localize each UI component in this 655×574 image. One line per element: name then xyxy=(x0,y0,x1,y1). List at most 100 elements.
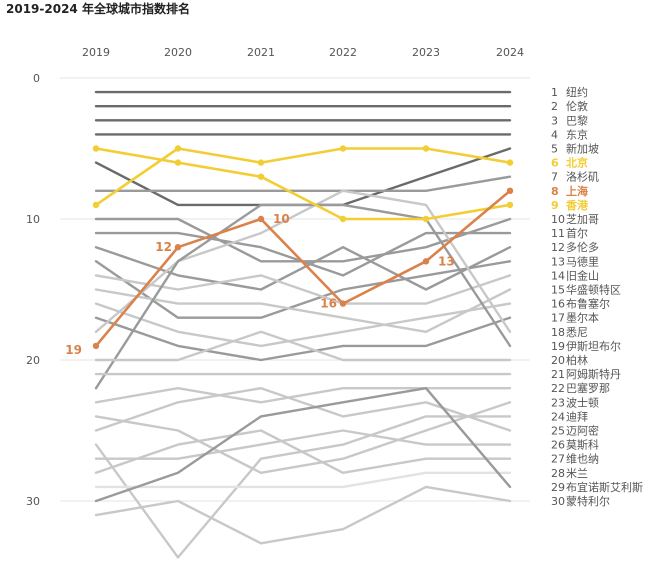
series-line-14 xyxy=(94,274,512,305)
x-axis-ticks: 2019 2020 2021 2022 2023 2024 xyxy=(82,46,524,59)
legend-rank: 12 xyxy=(551,241,565,254)
legend-rank: 13 xyxy=(551,255,565,268)
legend-rank: 21 xyxy=(551,368,565,381)
legend-city: 伊斯坦布尔 xyxy=(566,339,621,353)
legend-rank: 20 xyxy=(551,354,565,367)
x-tick-label: 2022 xyxy=(329,46,357,59)
legend-city: 洛杉矶 xyxy=(566,170,599,184)
series-point-9 xyxy=(174,145,182,152)
x-tick-label: 2021 xyxy=(247,46,275,59)
series-line-27 xyxy=(94,429,512,474)
legend-rank: 28 xyxy=(551,467,565,480)
legend-rank: 24 xyxy=(551,410,565,423)
legend-city: 伦敦 xyxy=(566,99,588,113)
series-line-28 xyxy=(94,471,512,489)
series-line-9 xyxy=(94,147,512,207)
legend-rank: 22 xyxy=(551,382,565,395)
legend-city: 迈阿密 xyxy=(566,424,599,438)
series-point-9 xyxy=(257,159,265,166)
series-line-19 xyxy=(94,203,512,390)
series-line-12 xyxy=(94,246,512,291)
series-point-9 xyxy=(506,159,514,166)
legend-city: 柏林 xyxy=(566,353,588,367)
series-line-8 xyxy=(94,189,512,348)
legend-rank: 5 xyxy=(551,143,558,156)
legend-rank: 30 xyxy=(551,495,565,508)
legend-city: 维也纳 xyxy=(566,453,599,466)
chart-title: 2019-2024 年全球城市指数排名 xyxy=(6,1,190,16)
series-line-25 xyxy=(94,387,512,432)
legend-rank: 17 xyxy=(551,312,565,325)
legend-rank: 27 xyxy=(551,453,565,466)
y-tick-label: 0 xyxy=(33,72,40,85)
legend-rank: 4 xyxy=(551,128,558,141)
legend-rank: 1 xyxy=(551,86,558,99)
series-point-8 xyxy=(257,215,265,223)
series-line-30 xyxy=(94,485,512,545)
legend-city: 巴塞罗那 xyxy=(566,381,610,395)
series-line-22 xyxy=(94,387,512,404)
legend-city: 北京 xyxy=(566,156,588,170)
legend-rank: 6 xyxy=(551,157,559,170)
series-line-15 xyxy=(94,288,512,333)
legend-rank: 25 xyxy=(551,425,565,438)
x-tick-label: 2023 xyxy=(412,46,440,59)
legend-rank: 16 xyxy=(551,298,565,311)
legend-rank: 26 xyxy=(551,439,565,452)
series-line-6 xyxy=(94,147,512,221)
y-axis-ticks: 0 10 20 30 xyxy=(26,72,40,508)
legend-city: 悉尼 xyxy=(566,326,588,339)
series-point-8 xyxy=(339,300,347,307)
legend-city: 上海 xyxy=(566,184,588,198)
data-label: 10 xyxy=(273,212,290,226)
series-lines xyxy=(94,90,512,559)
legend-city: 新加坡 xyxy=(566,142,599,156)
data-label: 19 xyxy=(65,343,82,357)
series-line-5 xyxy=(94,147,512,207)
series-point-6 xyxy=(92,145,100,152)
legend-rank: 18 xyxy=(551,326,565,339)
legend-city: 首尔 xyxy=(566,226,588,240)
legend-rank: 19 xyxy=(551,340,565,353)
legend-rank: 2 xyxy=(551,100,558,113)
legend-rank: 8 xyxy=(551,185,559,198)
series-point-8 xyxy=(174,244,182,251)
legend-city: 布宜诺斯艾利斯 xyxy=(566,480,643,494)
series-point-6 xyxy=(174,159,182,166)
series-line-16 xyxy=(94,302,512,348)
legend-city: 旧金山 xyxy=(566,268,599,282)
legend-city: 米兰 xyxy=(566,467,588,480)
series-point-9 xyxy=(422,145,430,152)
series-point-6 xyxy=(422,215,430,223)
legend-city: 莫斯科 xyxy=(566,438,599,452)
data-label: 13 xyxy=(438,254,455,268)
legend-rank: 3 xyxy=(551,114,558,127)
legend-rank: 10 xyxy=(551,213,565,226)
y-tick-label: 10 xyxy=(26,213,40,226)
legend-rank: 7 xyxy=(551,171,558,184)
data-label: 16 xyxy=(320,297,337,311)
series-point-6 xyxy=(506,201,514,209)
series-line-20 xyxy=(94,330,512,362)
legend-city: 东京 xyxy=(566,127,588,141)
legend-city: 华盛顿特区 xyxy=(566,283,621,297)
series-line-13 xyxy=(94,260,512,319)
legend-city: 蒙特利尔 xyxy=(566,494,610,508)
series-points: 19 12 10 16 13 xyxy=(65,145,514,357)
series-line-7 xyxy=(94,175,512,192)
y-tick-label: 30 xyxy=(26,495,40,508)
legend-rank: 14 xyxy=(551,269,565,282)
series-point-8 xyxy=(422,258,430,265)
series-point-8 xyxy=(506,187,514,194)
series-line-26 xyxy=(94,429,512,460)
legend-rank: 9 xyxy=(551,199,559,212)
series-point-6 xyxy=(257,173,265,180)
series-point-9 xyxy=(92,201,100,209)
legend-city: 波士顿 xyxy=(566,395,599,409)
legend-rank: 11 xyxy=(551,227,565,240)
legend-city: 芝加哥 xyxy=(566,213,599,226)
legend-city: 布鲁塞尔 xyxy=(566,297,610,311)
legend-rank: 23 xyxy=(551,396,565,409)
